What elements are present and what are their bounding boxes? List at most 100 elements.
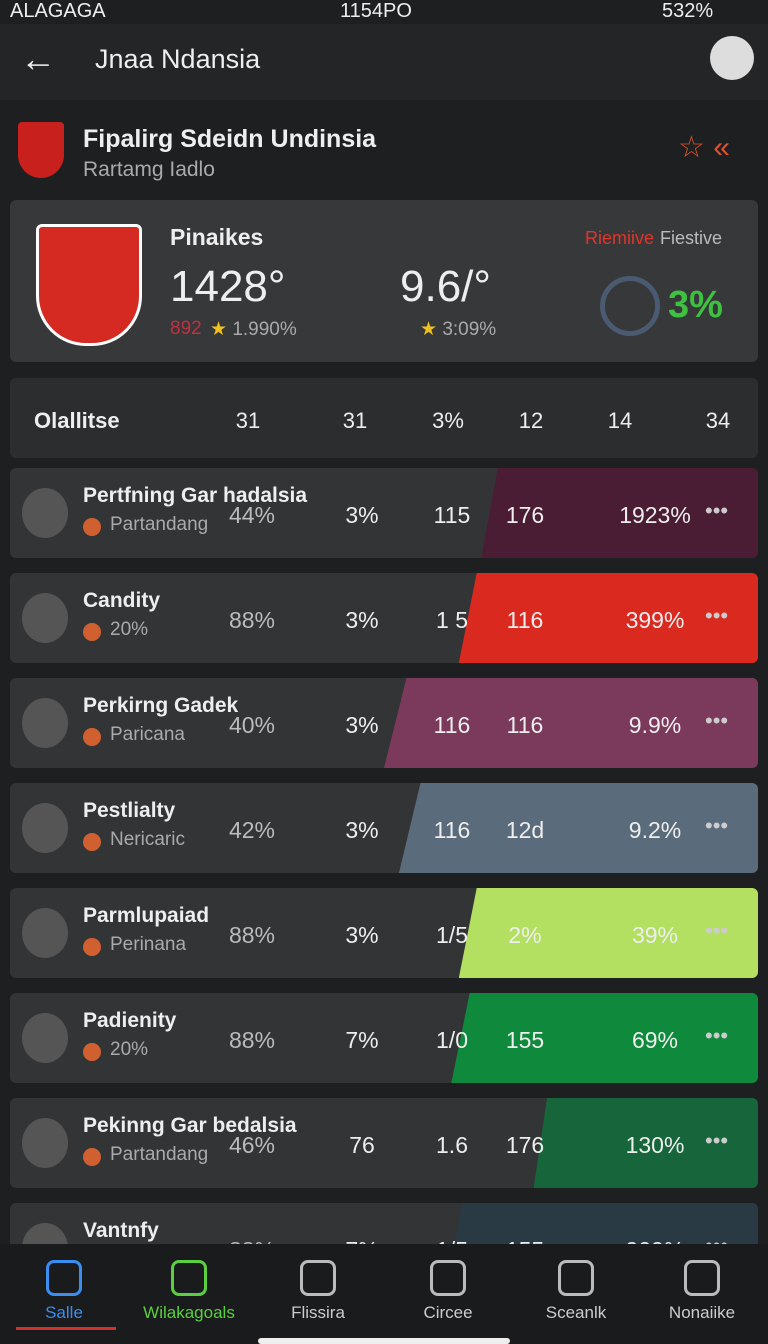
- row-cell: 12d: [505, 817, 545, 843]
- row-band: [384, 678, 758, 768]
- column-label: 14: [607, 408, 633, 433]
- row-cell: 88%: [228, 607, 276, 633]
- row-sub: Partandang: [110, 1144, 209, 1165]
- tab-active[interactable]: Riemiive: [585, 228, 655, 248]
- row-avatar: [22, 593, 68, 643]
- row-sub-icon: [83, 1148, 101, 1166]
- stat1-sub-b-text: 1.990%: [232, 319, 297, 340]
- table-row[interactable]: Candity 20% 88% 3% 1 5 116 399% •••: [10, 573, 758, 663]
- team-subtitle: Rartamg Iadlo: [83, 158, 215, 181]
- table-row[interactable]: Perkirng Gadek Paricana 40% 3% 116 116 9.9% •••: [10, 678, 758, 768]
- row-sub-icon: [83, 1043, 101, 1061]
- nav-label[interactable]: Circee: [423, 1303, 473, 1322]
- row-cell: 115: [433, 502, 471, 528]
- row-menu[interactable]: •••: [705, 603, 729, 628]
- nav-label[interactable]: Nonaiike: [668, 1303, 736, 1322]
- nav-icon[interactable]: [558, 1260, 594, 1296]
- avatar[interactable]: [710, 36, 754, 80]
- percent: 3%: [668, 284, 723, 326]
- nav-icon[interactable]: [684, 1260, 720, 1296]
- nav-label[interactable]: Flissira: [291, 1303, 345, 1322]
- row-band: [451, 993, 758, 1083]
- table-row[interactable]: Padienity 20% 88% 7% 1/0 155 69% •••: [10, 993, 758, 1083]
- nav-icon[interactable]: [46, 1260, 82, 1296]
- header-title: Jnaa Ndansia: [95, 44, 261, 74]
- back-button[interactable]: ←: [20, 38, 56, 79]
- row-sub: 20%: [110, 619, 149, 640]
- row-sub-icon: [83, 938, 101, 956]
- gauge: [600, 276, 660, 336]
- favorite[interactable]: ☆ «: [678, 131, 730, 164]
- row-sub-icon: [83, 833, 101, 851]
- column-label: 31: [342, 408, 368, 433]
- stat1-sub-a: 892: [170, 318, 202, 339]
- table-row[interactable]: Pekinng Gar bedalsia Partandang 46% 76 1.6 17…: [10, 1098, 758, 1188]
- row-menu[interactable]: •••: [705, 498, 729, 523]
- row-avatar: [22, 488, 68, 538]
- bottom-nav: [0, 1244, 768, 1344]
- stat1-sub-b: ★ 1.990%: [210, 319, 297, 340]
- row-name: Parmlupaiad: [83, 904, 210, 927]
- nav-indicator: [16, 1327, 116, 1330]
- nav-label[interactable]: Wilakagoals: [143, 1303, 235, 1322]
- row-name: Perkirng Gadek: [83, 694, 239, 717]
- row-cell: 1.6: [436, 1132, 468, 1158]
- row-avatar: [22, 1013, 68, 1063]
- nav-icon[interactable]: [300, 1260, 336, 1296]
- carrier: ALAGAGA: [10, 0, 106, 22]
- row-cell: 3%: [345, 607, 379, 633]
- row-cell: 130%: [625, 1132, 685, 1158]
- stat1: 1428°: [170, 262, 286, 311]
- column-label: 3%: [432, 408, 464, 433]
- row-cell: 40%: [228, 712, 276, 738]
- row-cell: 39%: [631, 922, 679, 948]
- table-header: Olallitse 31 31 3% 12 14 34: [10, 378, 758, 458]
- row-cell: 155: [505, 1027, 545, 1053]
- row-band: [398, 783, 758, 873]
- tab-other[interactable]: Fiestive: [660, 228, 723, 248]
- column-label: 31: [235, 408, 261, 433]
- nav-label[interactable]: Sceanlk: [545, 1303, 607, 1322]
- row-band: [481, 468, 758, 558]
- row-cell: 88%: [228, 1027, 276, 1053]
- row-cell: 7%: [345, 1027, 379, 1053]
- nav-label[interactable]: Salle: [45, 1303, 83, 1322]
- nav-icon[interactable]: [430, 1260, 466, 1296]
- table-row[interactable]: Pertfning Gar hadalsia Partandang 44% 3% 115…: [10, 468, 758, 558]
- row-cell: 1 5: [436, 607, 468, 633]
- row-cell: 3%: [345, 502, 379, 528]
- row-menu[interactable]: •••: [705, 813, 729, 838]
- row-band: [458, 573, 758, 663]
- row-cell: 1923%: [619, 502, 691, 528]
- row-cell: 116: [433, 817, 471, 843]
- row-cell: 176: [505, 1132, 545, 1158]
- row-sub: Nericaric: [110, 829, 185, 850]
- app-bar: [0, 24, 768, 100]
- stat2-sub-text: 3:09%: [442, 319, 497, 340]
- table-row[interactable]: Parmlupaiad Perinana 88% 3% 1/5 2% 39% •••: [10, 888, 758, 978]
- row-cell: 176: [505, 502, 545, 528]
- row-cell: 69%: [631, 1027, 679, 1053]
- row-cell: 116: [506, 607, 544, 633]
- row-menu[interactable]: •••: [705, 708, 729, 733]
- row-name: Vantnfy: [83, 1219, 159, 1242]
- row-cell: 399%: [625, 607, 685, 633]
- row-sub: 20%: [110, 1039, 149, 1060]
- row-cell: 76: [349, 1132, 375, 1158]
- summary-card: Pinaikes 1428° 892 ★ 1.990% 9.6/° ★ 3:09…: [10, 200, 758, 362]
- row-cell: 9.2%: [628, 817, 682, 843]
- row-sub-icon: [83, 623, 101, 641]
- row-cell: 1/5: [436, 922, 468, 948]
- row-menu[interactable]: •••: [705, 1128, 729, 1153]
- row-menu[interactable]: •••: [705, 918, 729, 943]
- card-label: Pinaikes: [170, 224, 264, 250]
- table-row[interactable]: Pestlialty Nericaric 42% 3% 116 12d 9.2% •••: [10, 783, 758, 873]
- row-avatar: [22, 908, 68, 958]
- nav-icon[interactable]: [171, 1260, 207, 1296]
- row-cell: 44%: [228, 502, 276, 528]
- row-menu[interactable]: •••: [705, 1023, 729, 1048]
- row-avatar: [22, 1118, 68, 1168]
- row-cell: 116: [433, 712, 471, 738]
- row-sub: Partandang: [110, 514, 209, 535]
